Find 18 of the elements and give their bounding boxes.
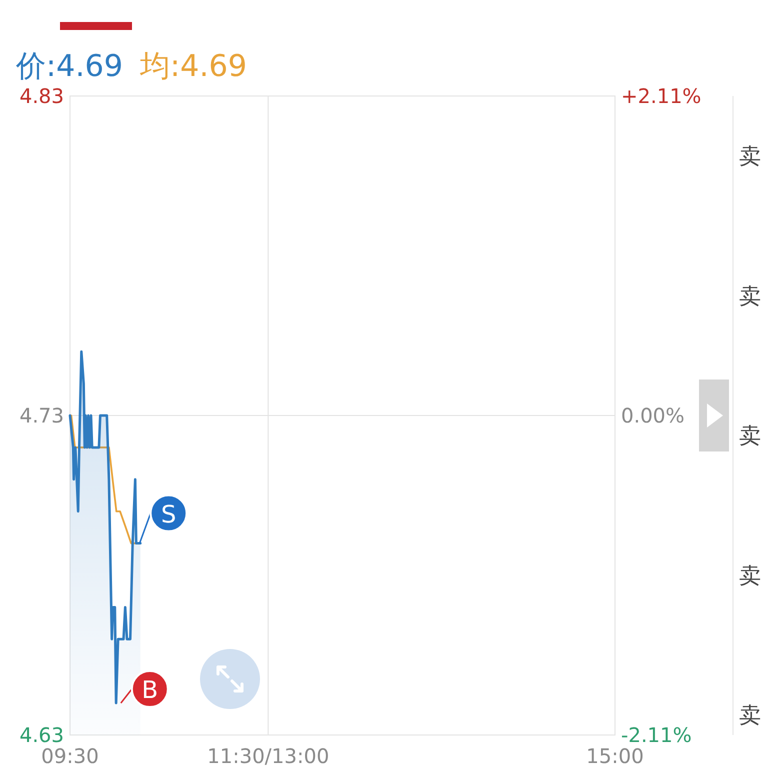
annotation: S (160, 500, 176, 528)
y2-tick-label: +2.11% (621, 84, 702, 108)
x-tick-label: 11:30/13:00 (207, 744, 330, 768)
text: 卖 (739, 144, 761, 170)
text: 卖 (739, 564, 761, 589)
text: 卖 (739, 424, 761, 450)
text: 均:4.69 (139, 49, 247, 84)
annotation: B (142, 676, 158, 704)
x-tick-label: 15:00 (586, 744, 644, 768)
y2-tick-label: -2.11% (621, 723, 692, 747)
text: 卖 (739, 284, 761, 310)
text: 卖 (739, 704, 761, 729)
y-tick-label: 4.63 (19, 723, 64, 747)
legend-label: 价:4.69 (15, 49, 123, 84)
y2-tick-label: 0.00% (621, 404, 685, 428)
y-tick-label: 4.73 (19, 404, 64, 428)
y-tick-label: 4.83 (19, 84, 64, 108)
x-tick-label: 09:30 (41, 744, 99, 768)
